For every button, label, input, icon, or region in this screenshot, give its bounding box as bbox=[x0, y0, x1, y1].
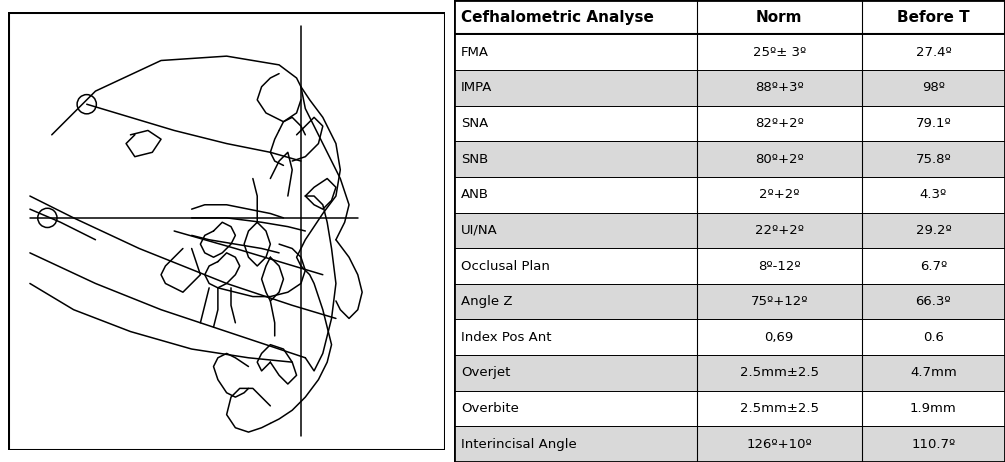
Bar bbox=[454, 320, 1005, 355]
Text: 1.9mm: 1.9mm bbox=[911, 402, 957, 415]
Text: Angle Z: Angle Z bbox=[461, 295, 513, 308]
Bar bbox=[454, 355, 1005, 391]
Text: 75.8º: 75.8º bbox=[916, 152, 952, 166]
Text: Overbite: Overbite bbox=[461, 402, 519, 415]
Text: Index Pos Ant: Index Pos Ant bbox=[461, 331, 552, 344]
Bar bbox=[454, 141, 1005, 177]
Bar bbox=[454, 70, 1005, 106]
Text: 110.7º: 110.7º bbox=[912, 438, 956, 451]
Text: 80º+2º: 80º+2º bbox=[755, 152, 804, 166]
Text: 8º-12º: 8º-12º bbox=[758, 260, 801, 273]
Text: 4.7mm: 4.7mm bbox=[911, 366, 957, 379]
Text: Cefhalometric Analyse: Cefhalometric Analyse bbox=[461, 10, 653, 25]
Text: 2.5mm±2.5: 2.5mm±2.5 bbox=[740, 402, 819, 415]
Text: UI/NA: UI/NA bbox=[461, 224, 497, 237]
Bar bbox=[454, 177, 1005, 213]
Bar bbox=[454, 0, 1005, 35]
Text: Before T: Before T bbox=[897, 10, 970, 25]
Text: 6.7º: 6.7º bbox=[920, 260, 947, 273]
Text: 66.3º: 66.3º bbox=[916, 295, 951, 308]
Text: FMA: FMA bbox=[461, 46, 488, 59]
Text: 2º+2º: 2º+2º bbox=[759, 188, 799, 201]
Text: Interincisal Angle: Interincisal Angle bbox=[461, 438, 577, 451]
Text: SNB: SNB bbox=[461, 152, 488, 166]
Bar bbox=[454, 426, 1005, 462]
Bar bbox=[454, 248, 1005, 284]
Text: 98º: 98º bbox=[922, 81, 945, 94]
Text: Overjet: Overjet bbox=[461, 366, 511, 379]
Text: Norm: Norm bbox=[756, 10, 802, 25]
Text: SNA: SNA bbox=[461, 117, 488, 130]
Text: 4.3º: 4.3º bbox=[920, 188, 947, 201]
Bar bbox=[454, 284, 1005, 320]
Text: 0.6: 0.6 bbox=[923, 331, 944, 344]
Bar bbox=[454, 213, 1005, 248]
Text: 0,69: 0,69 bbox=[765, 331, 794, 344]
Text: ANB: ANB bbox=[461, 188, 488, 201]
Bar bbox=[454, 391, 1005, 426]
Text: 126º+10º: 126º+10º bbox=[747, 438, 812, 451]
Text: 88º+3º: 88º+3º bbox=[755, 81, 804, 94]
Text: 82º+2º: 82º+2º bbox=[755, 117, 804, 130]
Text: 25º± 3º: 25º± 3º bbox=[753, 46, 806, 59]
Bar bbox=[454, 106, 1005, 141]
Text: 75º+12º: 75º+12º bbox=[751, 295, 808, 308]
Text: Occlusal Plan: Occlusal Plan bbox=[461, 260, 550, 273]
Text: IMPA: IMPA bbox=[461, 81, 492, 94]
Text: 29.2º: 29.2º bbox=[916, 224, 952, 237]
Text: 27.4º: 27.4º bbox=[916, 46, 952, 59]
Text: 79.1º: 79.1º bbox=[916, 117, 952, 130]
Bar bbox=[454, 35, 1005, 70]
Text: 22º+2º: 22º+2º bbox=[755, 224, 804, 237]
Text: 2.5mm±2.5: 2.5mm±2.5 bbox=[740, 366, 819, 379]
